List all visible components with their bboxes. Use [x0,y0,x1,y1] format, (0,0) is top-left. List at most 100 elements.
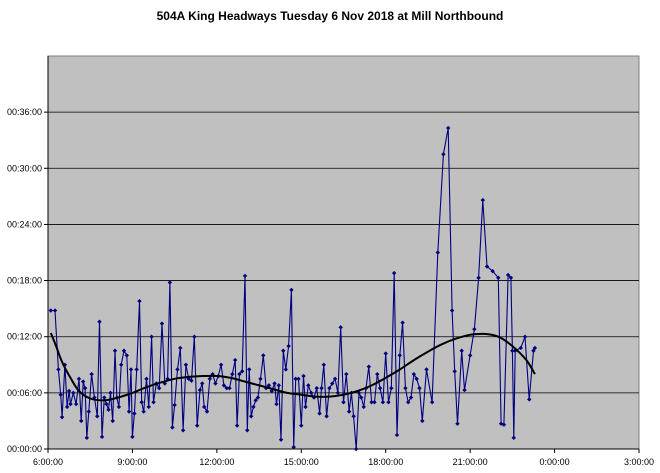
data-point [420,418,425,424]
data-point [149,334,154,339]
data-point [251,404,256,410]
data-point [484,264,490,269]
data-point [137,298,142,304]
data-point [232,357,238,363]
data-point [178,345,183,351]
data-point [389,385,394,391]
data-point [369,400,374,405]
data-point [283,367,289,372]
data-point [151,400,156,405]
data-point [139,400,144,405]
data-point [110,418,115,424]
data-point [64,404,70,410]
data-point [408,395,414,400]
data-point [338,325,343,330]
x-tick-label: 21:00:00 [453,457,488,467]
data-point [134,367,139,372]
data-point [314,385,319,391]
data-point [414,376,419,382]
data-point [227,385,232,391]
trend-line [49,332,536,402]
data-point [278,437,284,442]
data-point [518,345,523,351]
data-point [459,348,464,353]
data-point [104,401,109,407]
data-point [253,398,258,403]
data-point [308,390,314,396]
data-point [71,390,76,396]
data-point [286,343,291,349]
data-point [455,421,460,426]
data-point [411,371,417,377]
x-tick-label: 9:00:00 [117,457,147,467]
data-point [192,334,197,339]
data-point [330,381,335,386]
data-point [76,376,82,382]
data-point [207,376,213,382]
data-point [56,367,61,372]
data-point [124,353,129,358]
data-point [452,369,457,374]
data-point [58,392,63,397]
y-tick-label: 00:24:00 [7,219,42,229]
data-point [449,308,455,313]
trend-series [49,332,536,402]
y-tick-label: 00:00:00 [7,444,42,454]
data-point [380,400,386,405]
data-point [84,435,90,440]
data-point [441,152,446,157]
data-point [317,411,322,416]
data-point [266,383,272,388]
y-tick-label: 00:12:00 [7,332,42,342]
data-point [281,348,286,353]
data-point [218,362,224,367]
data-point [508,275,514,280]
data-point [59,414,65,420]
x-axis-ticks: 6:00:00 9:00:00 12:00:00 15:00:00 18:00:00 21… [33,448,654,467]
data-point [141,409,146,414]
data-point [167,280,173,285]
chart-title: 504A King Headways Tuesday 6 Nov 2018 at… [156,9,504,23]
data-point [445,125,451,131]
data-point [406,400,411,405]
data-point [200,381,205,386]
x-tick-label: 18:00:00 [368,457,403,467]
data-point [319,385,324,391]
data-point [156,385,162,391]
data-point [121,348,127,353]
data-point [394,432,400,438]
data-point [480,197,486,203]
data-point [126,409,132,414]
data-point [505,272,511,278]
data-point [291,444,296,450]
data-point [261,353,266,358]
data-point [299,423,304,428]
y-tick-label: 00:18:00 [7,276,42,286]
data-point [95,414,100,419]
data-point [274,401,279,407]
data-point [128,367,134,372]
data-point [204,409,210,414]
data-point [80,379,86,384]
data-point [306,383,311,388]
data-point [327,385,332,391]
data-point [79,418,84,424]
data-point [400,320,405,325]
data-point [501,422,507,427]
data-point [417,385,422,391]
data-point [183,362,189,367]
data-point [375,371,380,377]
data-point [366,364,372,369]
data-point [89,371,94,377]
data-point [359,395,364,400]
data-point [296,376,301,382]
data-point [66,388,72,394]
series-layer [48,125,538,452]
data-point [201,404,207,410]
data-point [531,348,536,353]
data-point [99,434,105,440]
data-point [221,383,227,388]
data-point [435,250,440,255]
data-point [86,409,92,414]
